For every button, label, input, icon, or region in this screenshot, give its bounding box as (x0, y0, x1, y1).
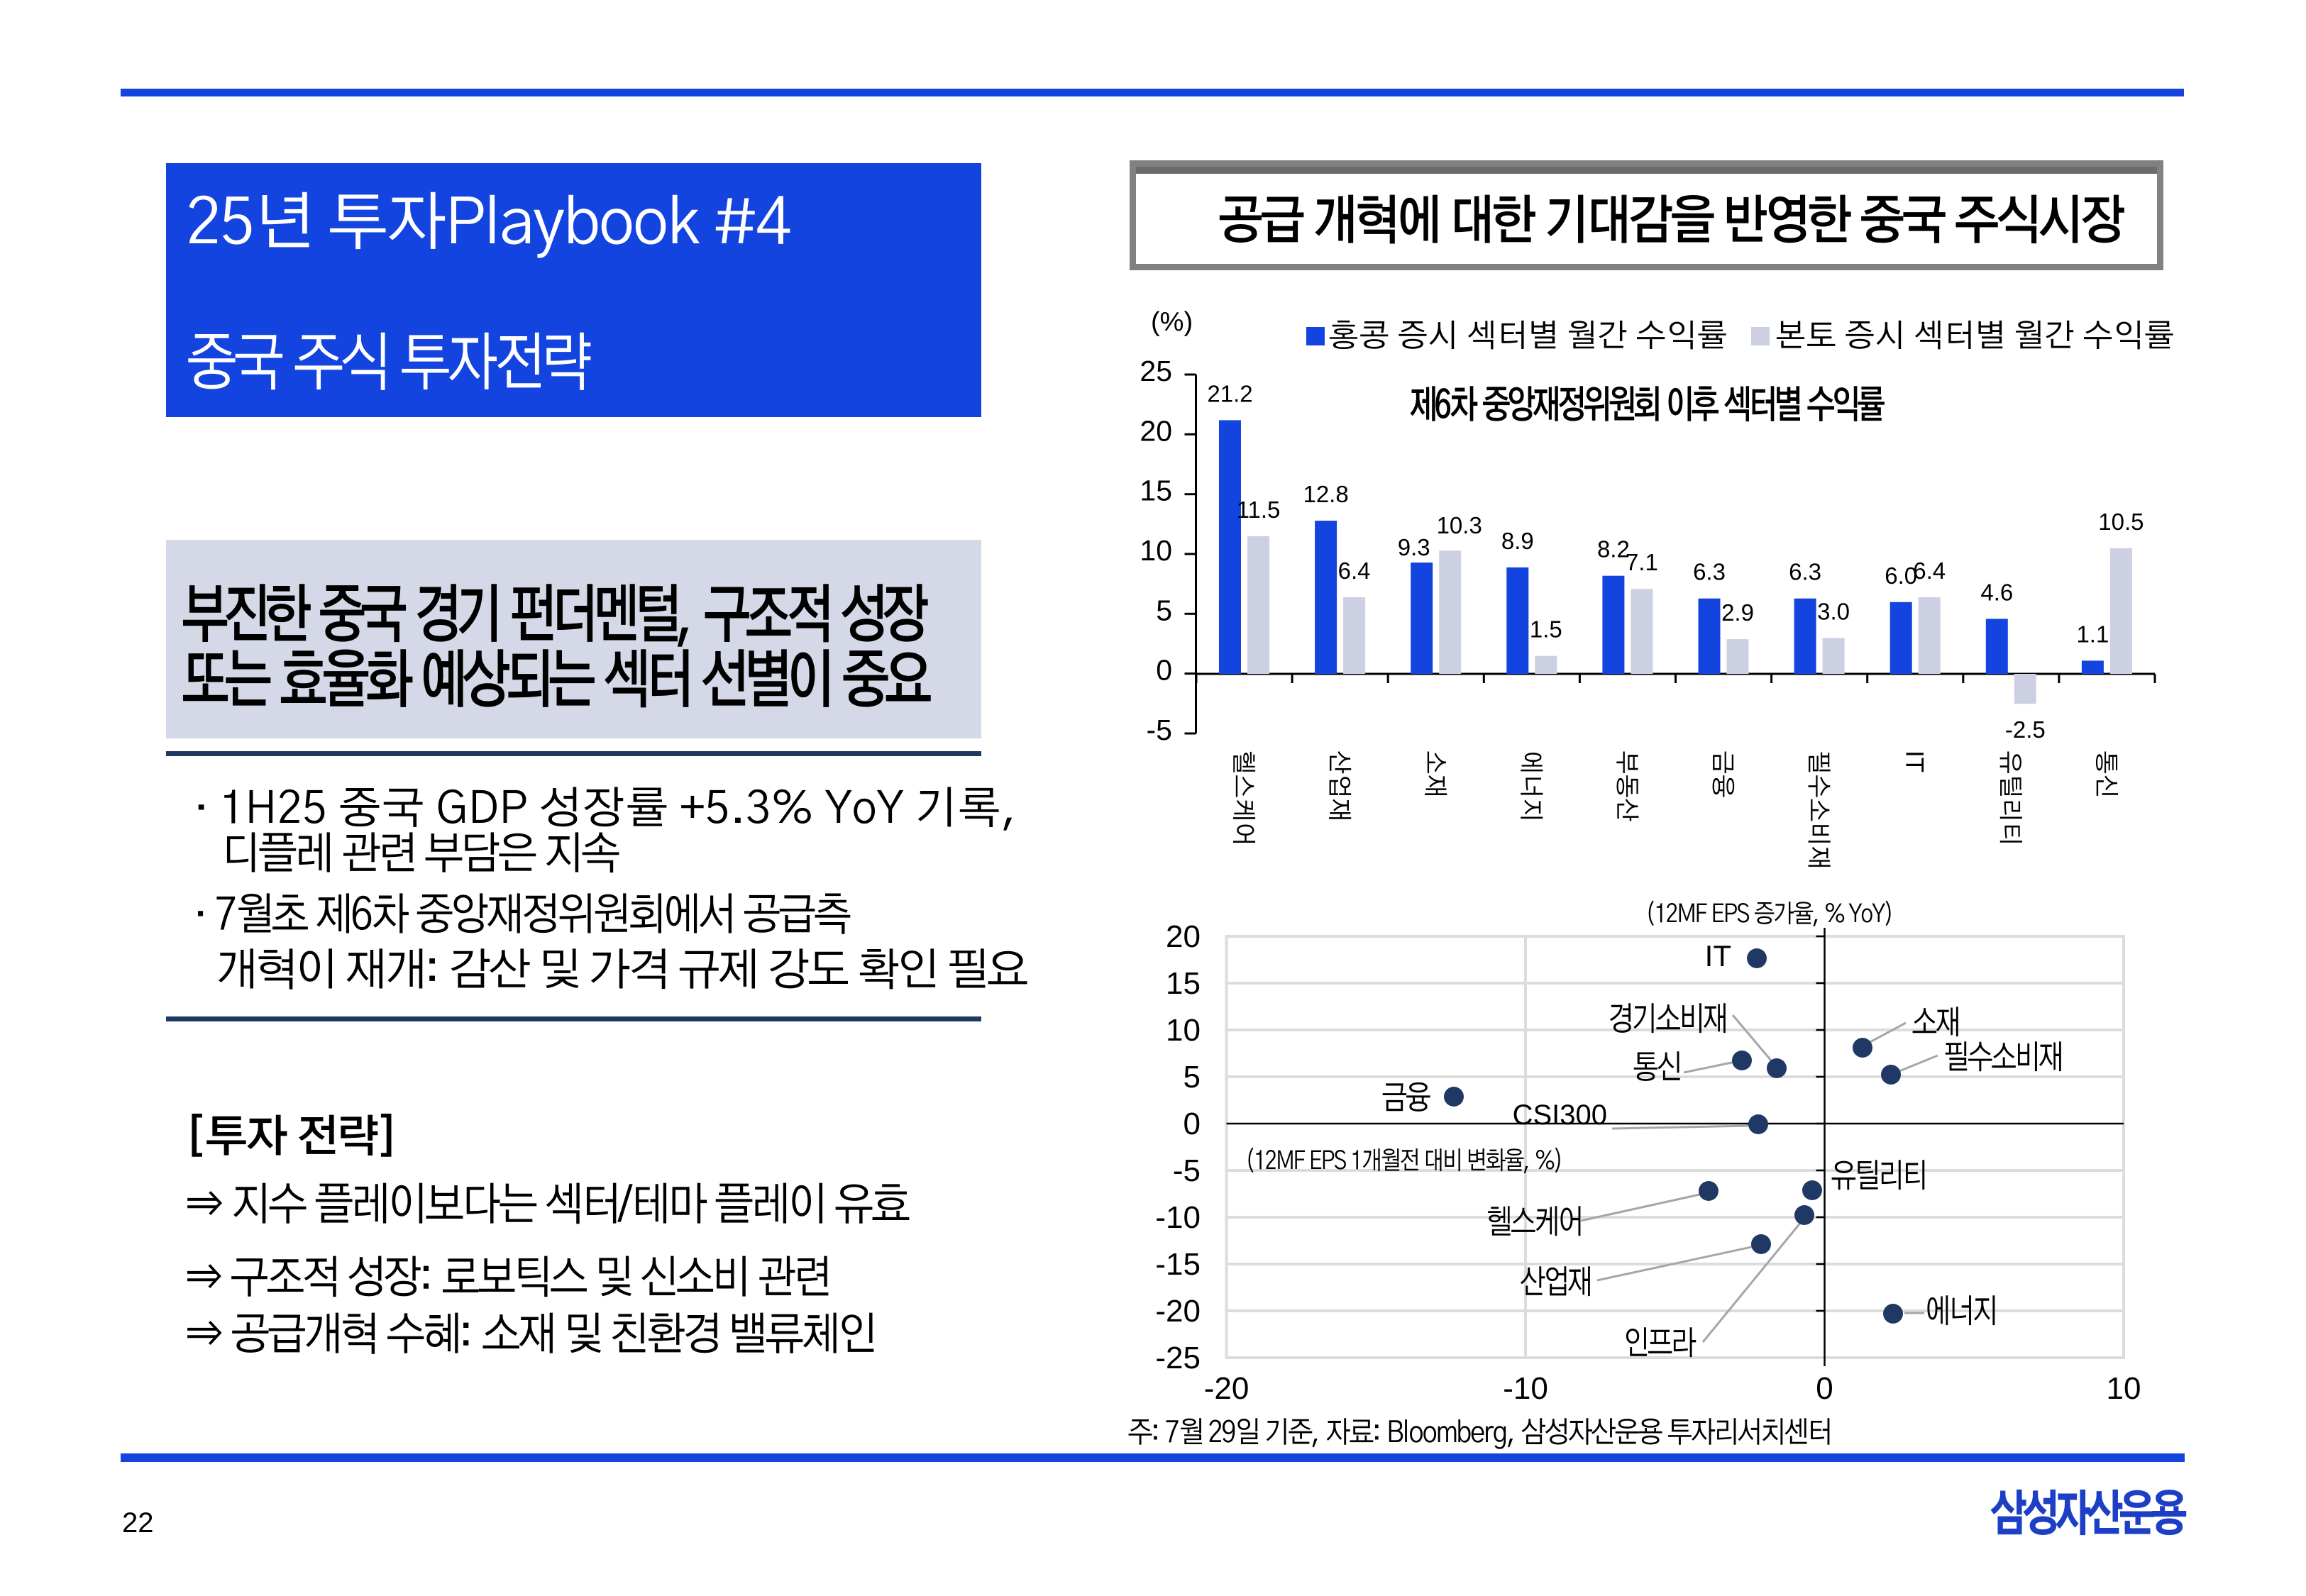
svg-text:5: 5 (1184, 1060, 1201, 1095)
svg-text:1.1: 1.1 (2076, 621, 2109, 647)
svg-text:-10: -10 (1155, 1200, 1201, 1235)
svg-text:6.4: 6.4 (1913, 558, 1946, 584)
svg-text:IT: IT (1705, 939, 1731, 972)
svg-text:-2.5: -2.5 (2005, 716, 2046, 743)
svg-text:25: 25 (1140, 355, 1172, 387)
svg-text:-5: -5 (1173, 1153, 1201, 1188)
svg-text:9.3: 9.3 (1398, 534, 1430, 560)
svg-text:-10: -10 (1503, 1371, 1548, 1406)
svg-text:10.5: 10.5 (2098, 509, 2144, 535)
svg-text:10: 10 (2107, 1371, 2141, 1406)
svg-text:5: 5 (1156, 594, 1172, 626)
svg-text:20: 20 (1166, 919, 1201, 954)
svg-text:15: 15 (1166, 966, 1201, 1001)
svg-text:-20: -20 (1155, 1294, 1201, 1329)
svg-text:10: 10 (1140, 534, 1172, 567)
svg-text:8.9: 8.9 (1501, 528, 1534, 554)
svg-text:-5: -5 (1147, 714, 1172, 746)
svg-text:-15: -15 (1155, 1247, 1201, 1282)
svg-text:4.6: 4.6 (1980, 579, 2013, 605)
svg-text:0: 0 (1156, 654, 1172, 687)
svg-text:10: 10 (1166, 1013, 1201, 1048)
svg-text:6.4: 6.4 (1338, 558, 1371, 584)
svg-text:0: 0 (1184, 1107, 1201, 1141)
svg-text:6.3: 6.3 (1789, 559, 1821, 585)
svg-text:3.0: 3.0 (1817, 598, 1850, 624)
svg-text:2.9: 2.9 (1721, 599, 1754, 626)
svg-text:20: 20 (1140, 414, 1172, 447)
svg-text:12.8: 12.8 (1303, 481, 1348, 507)
svg-text:0: 0 (1816, 1371, 1833, 1406)
svg-text:1.5: 1.5 (1530, 616, 1562, 643)
svg-text:6.0: 6.0 (1885, 563, 1917, 589)
svg-text:IT: IT (1901, 750, 1929, 772)
svg-text:8.2: 8.2 (1597, 536, 1630, 563)
svg-text:22: 22 (122, 1507, 154, 1539)
svg-text:15: 15 (1140, 475, 1172, 507)
svg-text:10.3: 10.3 (1437, 512, 1482, 538)
svg-text:CSI300: CSI300 (1513, 1099, 1607, 1131)
svg-text:6.3: 6.3 (1693, 559, 1726, 585)
svg-text:-25: -25 (1155, 1341, 1201, 1375)
svg-text:-20: -20 (1204, 1371, 1249, 1406)
svg-text:21.2: 21.2 (1207, 380, 1252, 406)
svg-text:7.1: 7.1 (1626, 549, 1658, 575)
svg-text:11.5: 11.5 (1237, 497, 1281, 523)
svg-text:(%): (%) (1151, 307, 1193, 337)
